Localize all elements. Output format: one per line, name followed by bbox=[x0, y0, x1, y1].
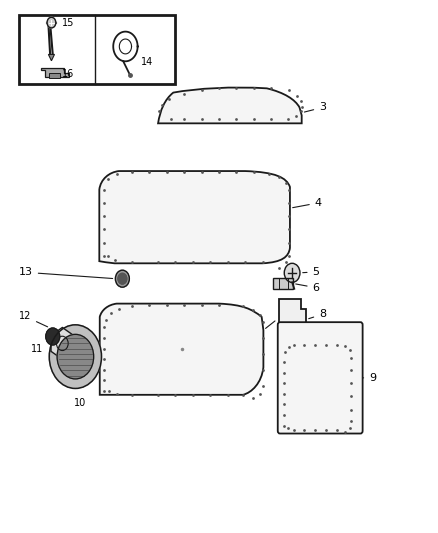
Text: 14: 14 bbox=[141, 58, 153, 67]
Circle shape bbox=[57, 334, 94, 379]
Text: 15: 15 bbox=[62, 18, 75, 28]
Polygon shape bbox=[48, 54, 54, 61]
Circle shape bbox=[116, 270, 129, 287]
Text: 5: 5 bbox=[303, 267, 320, 277]
FancyBboxPatch shape bbox=[273, 278, 293, 289]
Text: 8: 8 bbox=[309, 309, 326, 319]
Bar bbox=[49, 74, 60, 78]
PathPatch shape bbox=[158, 87, 302, 123]
Circle shape bbox=[118, 273, 127, 284]
Circle shape bbox=[284, 263, 300, 282]
Text: 11: 11 bbox=[31, 344, 43, 354]
Polygon shape bbox=[279, 300, 306, 341]
Circle shape bbox=[47, 17, 56, 28]
Text: 13: 13 bbox=[19, 268, 113, 279]
Text: 10: 10 bbox=[74, 398, 86, 408]
Text: 12: 12 bbox=[19, 311, 48, 327]
Text: 4: 4 bbox=[293, 198, 322, 208]
Circle shape bbox=[118, 273, 127, 284]
Polygon shape bbox=[41, 68, 69, 77]
Text: 16: 16 bbox=[62, 69, 74, 79]
Text: 9: 9 bbox=[363, 373, 376, 383]
Polygon shape bbox=[51, 327, 74, 359]
PathPatch shape bbox=[99, 171, 290, 263]
Text: 6: 6 bbox=[296, 282, 320, 293]
FancyBboxPatch shape bbox=[19, 14, 176, 84]
PathPatch shape bbox=[100, 304, 263, 395]
FancyBboxPatch shape bbox=[278, 322, 363, 433]
Text: 7: 7 bbox=[265, 309, 287, 328]
Text: 3: 3 bbox=[304, 102, 326, 112]
Circle shape bbox=[46, 328, 60, 345]
Circle shape bbox=[49, 325, 102, 389]
